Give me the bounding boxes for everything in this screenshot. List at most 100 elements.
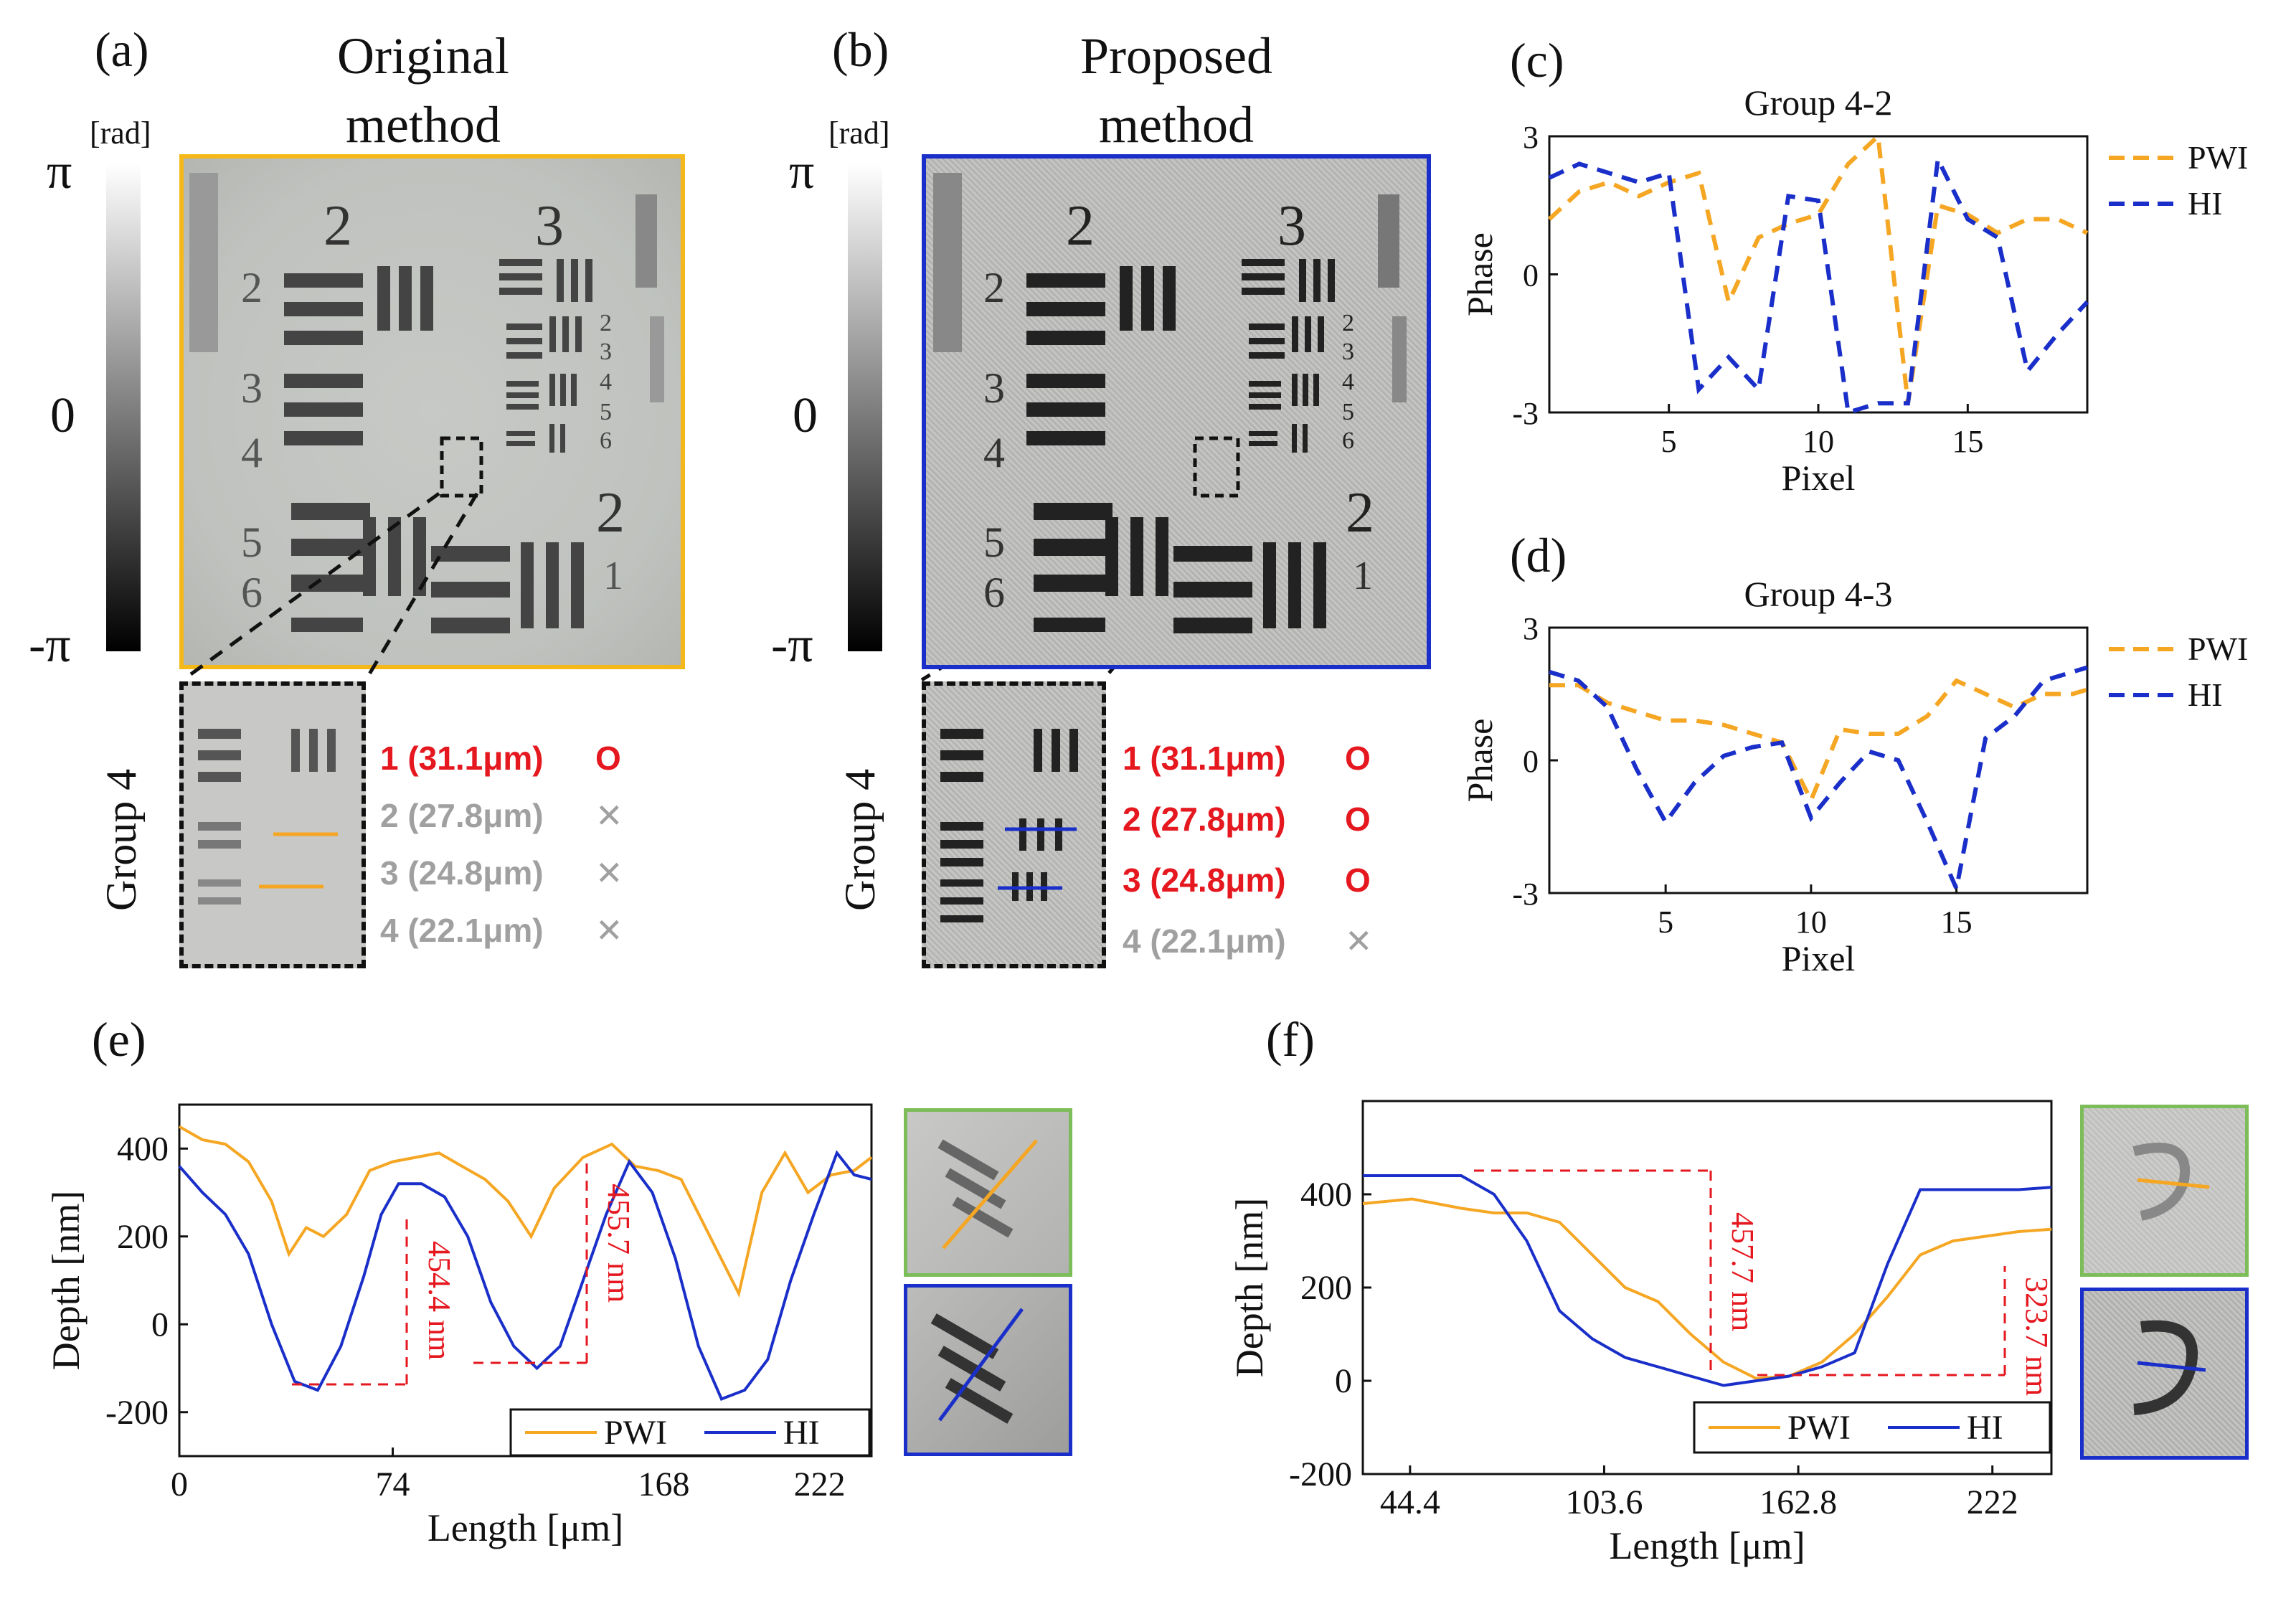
target-a-m5: 5 bbox=[600, 399, 612, 425]
colorbar-b bbox=[848, 164, 882, 651]
res-b-3-text: 3 (24.8μm) bbox=[1123, 861, 1286, 899]
res-a-3-mark: ✕ bbox=[595, 854, 623, 892]
target-b-row3: 3 bbox=[983, 364, 1005, 412]
panel-a-label: (a) bbox=[95, 22, 149, 77]
annotation-f-1: 457.7 nm bbox=[1725, 1212, 1760, 1331]
series-c-hi bbox=[1548, 151, 2089, 415]
legend-label-f-hi: HI bbox=[1967, 1409, 2003, 1447]
res-b-4-mark: ✕ bbox=[1345, 922, 1373, 960]
annotation-e-1: 454.4 nm bbox=[422, 1241, 457, 1360]
ytick-label-c-0: 3 bbox=[1523, 120, 1539, 155]
xtick-label-d-1: 10 bbox=[1795, 905, 1827, 940]
res-a-4-mark: ✕ bbox=[595, 912, 623, 949]
xlabel-c: Pixel bbox=[1782, 458, 1856, 498]
ylabel-c: Phase bbox=[1460, 232, 1500, 316]
target-b-group2: 2 bbox=[1066, 194, 1095, 258]
zoom-inset-original bbox=[179, 681, 366, 968]
res-b-1: 1 (31.1μm) O bbox=[1123, 739, 1371, 778]
panel-b-title: Proposed method bbox=[1033, 22, 1320, 159]
colorbar-a-zero: 0 bbox=[50, 388, 75, 443]
target-b-m4: 4 bbox=[1342, 369, 1354, 395]
series-e-pwi bbox=[179, 1125, 873, 1298]
res-a-4-text: 4 (22.1μm) bbox=[380, 912, 544, 949]
colorbar-a-max: π bbox=[47, 144, 72, 199]
res-a-1-mark: O bbox=[595, 740, 621, 777]
target-b-m3: 3 bbox=[1342, 339, 1354, 365]
legend-label-d-hi: HI bbox=[2188, 676, 2223, 713]
xtick-label-f-0: 44.4 bbox=[1380, 1483, 1440, 1521]
colorbar-a-min: -π bbox=[29, 618, 71, 673]
series-e-hi bbox=[178, 1150, 872, 1401]
zoom-inset-proposed bbox=[922, 681, 1106, 968]
target-a-m2: 2 bbox=[600, 310, 612, 336]
ytick-label-f-1: 200 bbox=[1300, 1269, 1352, 1307]
chart-title-c: Group 4-2 bbox=[1744, 82, 1893, 123]
ytick-label-e-3: -200 bbox=[105, 1394, 169, 1432]
target-a-row2: 2 bbox=[241, 264, 263, 311]
target-a-m4: 4 bbox=[600, 369, 612, 395]
xtick-label-e-1: 74 bbox=[376, 1465, 410, 1503]
series-c-pwi bbox=[1547, 131, 2089, 404]
res-b-4: 4 (22.1μm) ✕ bbox=[1123, 922, 1373, 960]
res-a-1-text: 1 (31.1μm) bbox=[380, 740, 544, 777]
plot-frame-e bbox=[178, 1103, 873, 1458]
target-b-big2: 2 bbox=[1346, 481, 1374, 544]
xtick-label-f-1: 103.6 bbox=[1565, 1483, 1643, 1521]
target-a-big2: 2 bbox=[596, 481, 625, 544]
res-b-3-mark: O bbox=[1345, 861, 1371, 899]
chart-title-d: Group 4-3 bbox=[1744, 574, 1893, 614]
target-b-row4: 4 bbox=[983, 429, 1005, 476]
res-a-3-text: 3 (24.8μm) bbox=[380, 854, 544, 892]
thumb-f-pwi bbox=[2080, 1105, 2249, 1277]
xtick-label-c-0: 5 bbox=[1661, 424, 1677, 459]
ytick-label-e-0: 400 bbox=[117, 1130, 169, 1168]
target-a-row3: 3 bbox=[241, 364, 263, 412]
legend-label-e-hi: HI bbox=[783, 1414, 820, 1452]
ytick-label-f-2: 0 bbox=[1335, 1362, 1352, 1400]
ytick-label-d-2: -3 bbox=[1512, 877, 1539, 912]
panel-f-label: (f) bbox=[1266, 1012, 1315, 1067]
target-b-row5: 5 bbox=[983, 519, 1005, 566]
colorbar-b-max: π bbox=[789, 144, 815, 199]
panel-d-label: (d) bbox=[1510, 528, 1567, 582]
target-b-m5: 5 bbox=[1342, 399, 1354, 425]
colorbar-b-unit: [rad] bbox=[828, 115, 890, 151]
annotation-e-2: 455.7 nm bbox=[601, 1184, 636, 1303]
target-b-big1: 1 bbox=[1353, 554, 1373, 598]
target-b-m2: 2 bbox=[1342, 310, 1354, 336]
xtick-label-f-3: 222 bbox=[1967, 1483, 2018, 1521]
panel-b-label: (b) bbox=[832, 22, 889, 77]
res-b-1-mark: O bbox=[1345, 740, 1371, 777]
ytick-label-e-2: 0 bbox=[151, 1305, 169, 1343]
panel-e-label: (e) bbox=[92, 1012, 146, 1067]
panel-a-title-line2: method bbox=[346, 96, 501, 154]
target-b-row2: 2 bbox=[983, 264, 1005, 311]
xtick-label-d-2: 15 bbox=[1941, 905, 1973, 940]
legend-label-d-pwi: PWI bbox=[2188, 631, 2248, 667]
res-a-4: 4 (22.1μm) ✕ bbox=[380, 911, 623, 950]
phase-image-proposed: 2 3 2 3 4 5 6 2 3 4 5 6 2 1 bbox=[922, 154, 1431, 669]
annotation-f-2: 323.7 nm bbox=[2019, 1277, 2054, 1396]
series-f-pwi bbox=[1362, 1197, 2052, 1380]
target-a-group3: 3 bbox=[535, 194, 564, 258]
colorbar-b-min: -π bbox=[771, 618, 813, 673]
plot-frame-d bbox=[1548, 626, 2089, 894]
target-b-m6: 6 bbox=[1342, 428, 1354, 454]
res-b-2: 2 (27.8μm) O bbox=[1123, 800, 1371, 839]
usaf-target-b: 2 3 2 3 4 5 6 2 3 4 5 6 2 1 bbox=[933, 173, 1407, 633]
ytick-label-f-3: -200 bbox=[1289, 1455, 1352, 1493]
res-b-2-text: 2 (27.8μm) bbox=[1123, 800, 1286, 838]
ytick-label-c-2: -3 bbox=[1512, 396, 1539, 431]
xtick-label-e-3: 222 bbox=[794, 1465, 846, 1503]
legend-label-f-pwi: PWI bbox=[1787, 1409, 1851, 1447]
target-a-m6: 6 bbox=[600, 428, 612, 454]
res-a-3: 3 (24.8μm) ✕ bbox=[380, 854, 623, 892]
res-b-1-text: 1 (31.1μm) bbox=[1123, 740, 1286, 777]
series-d-hi bbox=[1549, 665, 2088, 896]
res-a-2-text: 2 (27.8μm) bbox=[380, 797, 544, 834]
legend-label-e-pwi: PWI bbox=[604, 1414, 667, 1452]
target-a-group2: 2 bbox=[323, 194, 352, 258]
panel-b-title-line2: method bbox=[1099, 96, 1254, 154]
thumb-f-hi bbox=[2080, 1288, 2249, 1460]
